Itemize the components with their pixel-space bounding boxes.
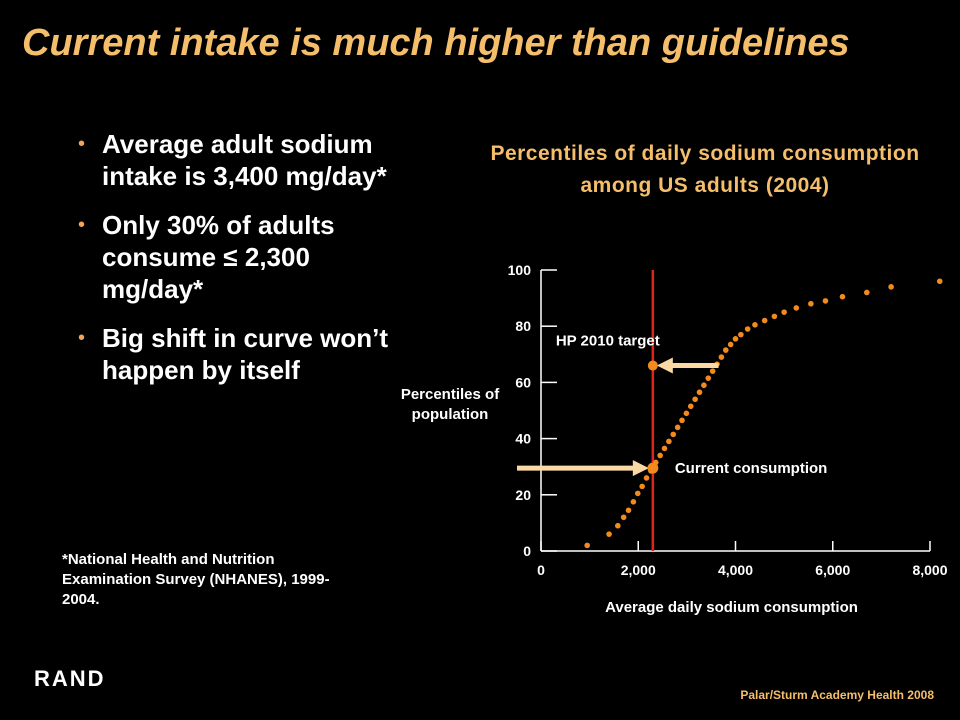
data-point — [661, 445, 668, 452]
data-point — [683, 410, 690, 417]
target-arrow — [656, 357, 719, 374]
data-point — [679, 417, 685, 424]
bullet-text: Big shift in curve won’t happen by itsel… — [102, 323, 389, 385]
bullet-icon: • — [78, 133, 86, 155]
footnote: *National Health and Nutrition Examinati… — [62, 551, 330, 608]
chart-title: Percentiles of daily sodium consumption … — [490, 142, 920, 197]
data-point — [666, 438, 672, 445]
data-point — [761, 317, 768, 324]
x-tick-label: 0 — [537, 562, 545, 578]
data-point — [936, 278, 943, 285]
x-tick-label: 4,000 — [718, 562, 753, 578]
rand-logo: RAND — [34, 666, 106, 691]
annotation-current-consumption: Current consumption — [675, 460, 828, 477]
data-point — [722, 347, 729, 353]
bullet-text: Only 30% of adults consume ≤ 2,300 mg/da… — [102, 210, 335, 304]
data-point — [738, 331, 744, 338]
data-point — [888, 284, 894, 290]
data-point — [771, 313, 778, 320]
data-point — [709, 368, 716, 374]
bullet-item: • Average adult sodium intake is 3,400 m… — [78, 128, 398, 192]
data-point — [620, 514, 627, 521]
y-tick-label: 80 — [515, 318, 531, 334]
data-point — [808, 300, 814, 307]
data-point — [657, 452, 663, 459]
data-point — [625, 507, 632, 514]
y-tick-label: 60 — [515, 374, 531, 390]
data-point — [822, 298, 829, 304]
x-tick-label: 8,000 — [912, 562, 947, 578]
x-tick-label: 6,000 — [815, 562, 850, 578]
y-tick-label: 40 — [515, 431, 531, 447]
x-axis-label: Average daily sodium consumption — [605, 599, 858, 616]
data-point — [705, 375, 712, 381]
data-point — [718, 354, 725, 360]
target-marker — [647, 360, 658, 371]
data-point — [863, 289, 870, 296]
data-point — [727, 341, 734, 348]
bullet-text: Average adult sodium intake is 3,400 mg/… — [102, 129, 387, 191]
credit-text: Palar/Sturm Academy Health 2008 — [740, 688, 934, 702]
bullet-icon: • — [78, 327, 86, 349]
data-point — [674, 424, 681, 431]
x-tick-label: 2,000 — [621, 562, 656, 578]
y-tick-label: 100 — [508, 262, 532, 278]
y-axis-label: Percentiles of population — [400, 386, 500, 423]
y-tick-label: 20 — [515, 487, 531, 503]
y-tick-label: 0 — [523, 543, 531, 559]
slide-title: Current intake is much higher than guide… — [22, 22, 850, 64]
data-point — [670, 431, 677, 438]
data-point — [606, 531, 612, 537]
data-point — [744, 326, 751, 332]
data-point — [634, 490, 641, 497]
bullet-item: • Only 30% of adults consume ≤ 2,300 mg/… — [78, 209, 398, 305]
data-point — [839, 293, 846, 300]
bullet-list: • Average adult sodium intake is 3,400 m… — [78, 128, 398, 403]
data-point — [687, 403, 694, 410]
data-point — [752, 321, 758, 328]
data-point — [781, 309, 787, 315]
bullet-icon: • — [78, 214, 86, 236]
current-arrow — [517, 460, 649, 477]
data-point — [696, 389, 703, 396]
data-point — [643, 475, 650, 481]
bullet-item: • Big shift in curve won’t happen by its… — [78, 322, 398, 386]
data-point — [793, 305, 800, 311]
data-point — [732, 336, 739, 342]
data-point — [615, 522, 621, 529]
annotation-hp2010-target: HP 2010 target — [556, 333, 660, 350]
data-point — [584, 542, 590, 549]
data-point — [692, 396, 698, 403]
data-point — [639, 483, 645, 490]
data-point — [701, 382, 707, 389]
data-point — [630, 499, 637, 505]
current-marker — [647, 462, 659, 474]
